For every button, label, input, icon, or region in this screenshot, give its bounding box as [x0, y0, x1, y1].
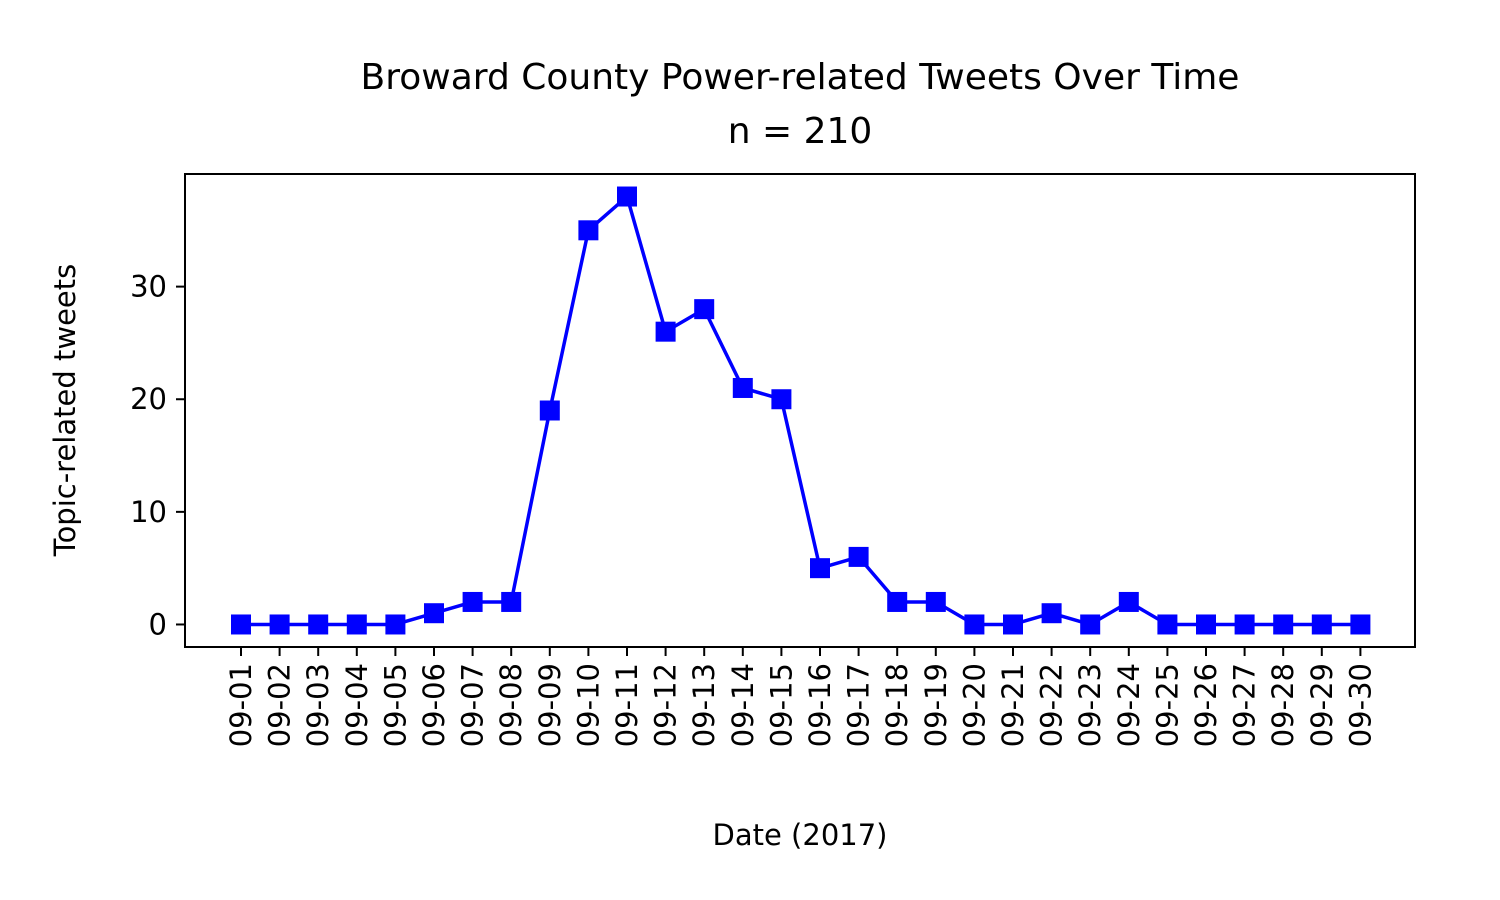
data-point: [231, 614, 251, 635]
data-point: [385, 614, 406, 635]
x-tick-label: 09-28: [1266, 663, 1300, 747]
data-point: [1234, 614, 1255, 635]
x-tick-label: 09-16: [803, 663, 837, 747]
data-point: [1041, 603, 1062, 624]
x-tick-label: 09-06: [417, 663, 451, 747]
x-tick-label: 09-30: [1343, 663, 1377, 747]
data-point: [848, 546, 869, 567]
x-tick-label: 09-18: [880, 663, 914, 747]
x-tick-label: 09-14: [726, 663, 760, 747]
x-tick-label: 09-12: [649, 663, 683, 747]
x-tick-label: 09-05: [378, 663, 412, 747]
plot-frame: [184, 173, 1416, 648]
x-tick-label: 09-17: [842, 663, 876, 747]
data-point: [424, 603, 444, 624]
x-tick-label: 09-04: [340, 663, 374, 747]
data-point: [346, 614, 367, 635]
data-point: [308, 614, 329, 635]
data-point: [771, 389, 792, 410]
data-point: [1196, 614, 1216, 635]
x-tick-label: 09-25: [1150, 663, 1184, 747]
y-tick-label: 10: [130, 495, 167, 529]
data-point: [925, 591, 946, 612]
data-point: [617, 186, 637, 207]
chart-subtitle: n = 210: [727, 111, 873, 152]
data-point: [462, 591, 483, 612]
x-tick-label: 09-27: [1228, 663, 1262, 747]
data-point: [1080, 614, 1101, 635]
x-tick-label: 09-26: [1189, 663, 1223, 747]
series-line: [241, 194, 1361, 627]
x-tick-label: 09-22: [1035, 663, 1069, 747]
chart-title: Broward County Power-related Tweets Over…: [360, 57, 1240, 98]
data-point: [732, 377, 753, 398]
x-tick-label: 09-24: [1112, 663, 1146, 747]
series: [231, 186, 1371, 635]
x-tick-label: 09-02: [263, 663, 297, 747]
x-tick-label: 09-09: [533, 663, 567, 747]
y-tick-label: 20: [130, 382, 167, 416]
y-tick-label: 30: [130, 270, 167, 304]
x-tick-label: 09-20: [957, 663, 991, 747]
x-axis-label: Date (2017): [713, 818, 888, 852]
data-point: [1118, 591, 1139, 612]
x-tick-label: 09-03: [301, 663, 335, 747]
data-point: [655, 321, 676, 342]
x-tick-label: 09-21: [996, 663, 1030, 747]
data-point: [539, 400, 560, 421]
data-point: [1157, 614, 1178, 635]
x-tick-label: 09-08: [494, 663, 528, 747]
data-point: [1350, 614, 1371, 635]
y-axis-label: Topic-related tweets: [48, 264, 82, 557]
data-point: [694, 299, 715, 320]
x-tick-label: 09-23: [1073, 663, 1107, 747]
data-point: [501, 591, 522, 612]
data-point: [810, 558, 830, 579]
y-tick-label: 0: [149, 607, 167, 641]
data-point: [1311, 614, 1332, 635]
data-point: [578, 220, 599, 241]
x-tick-label: 09-11: [610, 663, 644, 747]
x-tick-label: 09-01: [224, 663, 258, 747]
x-tick-label: 09-13: [687, 663, 721, 747]
data-point: [964, 614, 985, 635]
x-tick-label: 09-15: [764, 663, 798, 747]
data-point: [269, 614, 290, 635]
data-point: [1003, 614, 1023, 635]
x-tick-label: 09-10: [571, 663, 605, 747]
x-tick-label: 09-29: [1305, 663, 1339, 747]
data-point: [1273, 614, 1294, 635]
x-tick-label: 09-07: [456, 663, 490, 747]
x-tick-label: 09-19: [919, 663, 953, 747]
data-point: [887, 591, 908, 612]
